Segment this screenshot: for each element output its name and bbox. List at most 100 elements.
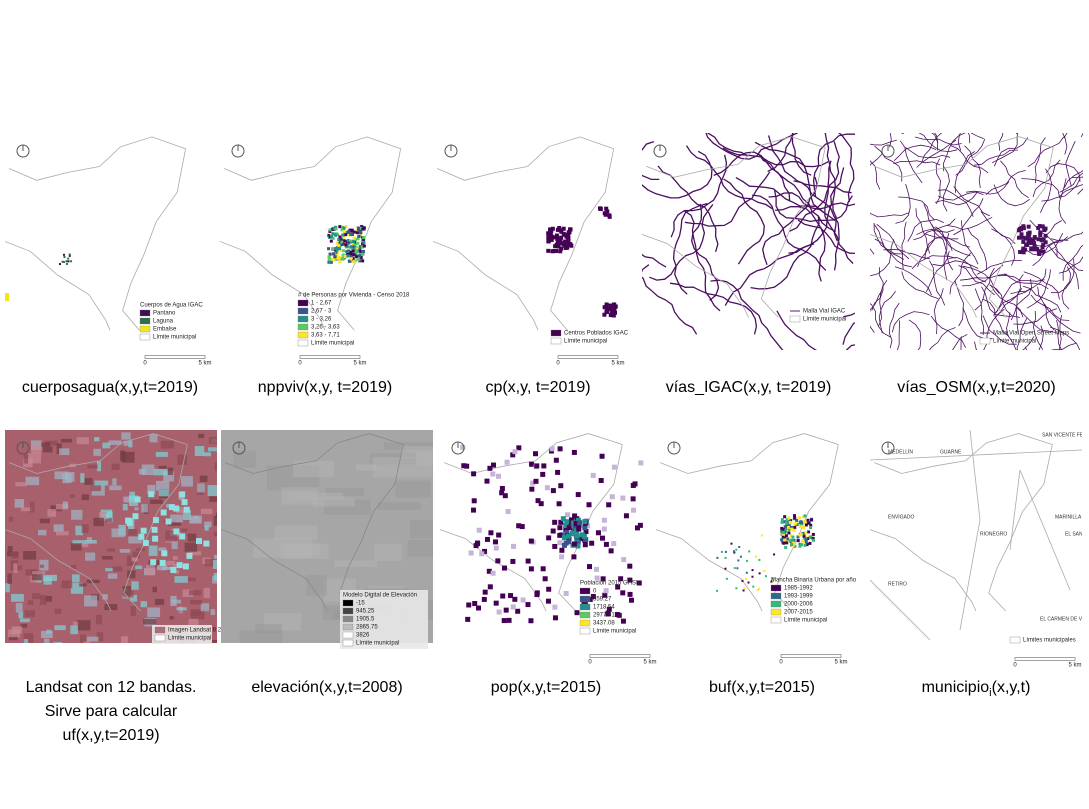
feature xyxy=(726,578,728,580)
caption: Sirve para calcular xyxy=(45,703,178,720)
feature xyxy=(612,306,616,310)
feature xyxy=(782,531,785,534)
feature xyxy=(328,258,331,261)
map-background xyxy=(440,430,652,643)
feature xyxy=(186,553,192,559)
texture xyxy=(159,489,169,496)
caption: municipioi(x,y,t) xyxy=(922,679,1031,699)
feature xyxy=(583,542,588,547)
feature xyxy=(812,539,815,542)
feature xyxy=(609,548,614,553)
feature xyxy=(596,530,601,535)
texture xyxy=(54,625,65,630)
feature xyxy=(359,231,362,234)
legend-swatch xyxy=(551,338,561,344)
feature xyxy=(1022,226,1026,230)
legend-swatch xyxy=(980,338,990,344)
feature xyxy=(552,605,557,610)
texture xyxy=(83,642,90,649)
texture xyxy=(177,607,187,610)
texture xyxy=(161,441,174,449)
legend-swatch xyxy=(771,585,781,591)
feature xyxy=(571,554,576,559)
feature xyxy=(1032,241,1036,245)
legend-label: Límite municipal xyxy=(993,339,1036,345)
legend-label: -15 xyxy=(356,601,365,607)
legend-label: 3437.08 xyxy=(593,621,615,627)
texture xyxy=(40,519,50,523)
feature xyxy=(66,260,68,262)
caption: elevación(x,y,t=2008) xyxy=(251,679,402,696)
feature xyxy=(591,473,596,478)
feature xyxy=(526,559,531,564)
feature xyxy=(502,566,507,571)
feature xyxy=(784,546,787,549)
texture xyxy=(195,446,205,456)
feature xyxy=(334,234,337,237)
feature xyxy=(798,545,801,548)
feature xyxy=(554,249,558,253)
feature xyxy=(511,604,516,609)
texture xyxy=(16,603,23,612)
feature xyxy=(743,589,745,591)
feature xyxy=(182,499,188,505)
caption: vías_IGAC(x,y, t=2019) xyxy=(666,379,832,396)
feature xyxy=(179,491,185,497)
feature xyxy=(552,544,557,549)
texture xyxy=(141,504,148,512)
feature xyxy=(529,566,534,571)
feature xyxy=(587,502,592,507)
feature xyxy=(534,463,539,468)
feature xyxy=(1042,238,1046,242)
legend-swatch xyxy=(1010,637,1020,643)
texture xyxy=(168,468,173,475)
texture xyxy=(150,500,163,504)
legend-label: Laguna xyxy=(153,319,174,325)
feature xyxy=(351,229,354,232)
texture xyxy=(154,469,168,476)
feature xyxy=(349,257,352,260)
feature xyxy=(515,609,520,614)
feature xyxy=(557,533,562,538)
feature xyxy=(153,517,159,523)
feature xyxy=(758,559,760,561)
feature xyxy=(355,249,358,252)
texture xyxy=(87,637,99,642)
caption: uf(x,y,t=2019) xyxy=(62,727,159,744)
feature xyxy=(1027,225,1031,229)
texture xyxy=(26,477,40,485)
feature xyxy=(737,559,739,561)
feature xyxy=(502,618,507,623)
feature xyxy=(1020,232,1024,236)
feature xyxy=(476,605,481,610)
feature xyxy=(357,235,360,238)
texture xyxy=(208,447,220,451)
feature xyxy=(545,485,550,490)
feature xyxy=(602,527,607,532)
legend-swatch xyxy=(298,332,308,338)
texture xyxy=(131,606,136,616)
texture xyxy=(211,609,216,615)
legend-swatch xyxy=(343,640,353,646)
feature xyxy=(535,590,540,595)
texture xyxy=(173,556,178,560)
texture xyxy=(165,561,175,566)
feature xyxy=(604,588,609,593)
feature xyxy=(507,618,512,623)
feature xyxy=(604,305,608,309)
texture xyxy=(5,583,9,592)
place-label: RETIRO xyxy=(888,581,907,587)
feature xyxy=(183,563,189,569)
feature xyxy=(184,507,190,513)
feature xyxy=(343,230,346,233)
feature xyxy=(582,525,587,530)
feature xyxy=(633,481,638,486)
feature xyxy=(803,544,806,547)
legend-label: Límite municipal xyxy=(564,339,607,345)
feature xyxy=(621,619,626,624)
place-label: ENVIGADO xyxy=(888,514,915,520)
feature xyxy=(125,518,131,524)
place-label: SAN VICENTE FERRER xyxy=(1042,432,1089,438)
legend-swatch xyxy=(298,308,308,314)
feature xyxy=(620,590,625,595)
